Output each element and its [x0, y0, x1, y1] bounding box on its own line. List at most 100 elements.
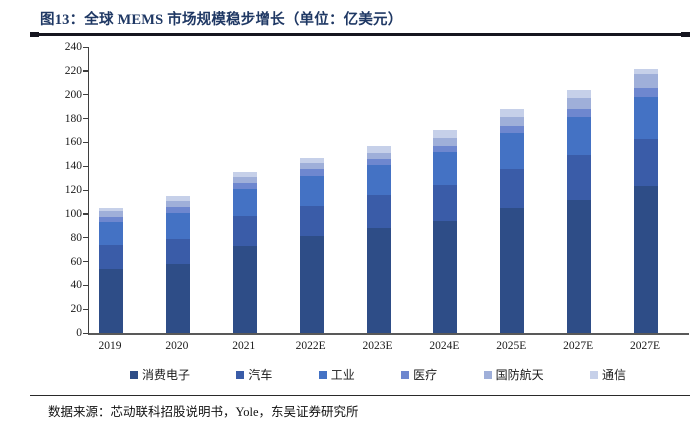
bar-column — [165, 196, 190, 333]
legend-item: 消费电子 — [130, 366, 190, 383]
x-axis-label: 2023E — [362, 340, 393, 352]
bar-segment — [500, 132, 525, 169]
x-axis-label: 2024E — [429, 340, 460, 352]
bar-segment — [165, 263, 190, 333]
legend-item: 医疗 — [401, 366, 437, 383]
bar-segment — [232, 176, 257, 183]
bar-segment — [567, 117, 592, 156]
bar-segment — [634, 186, 658, 333]
legend-swatch-icon — [483, 370, 492, 379]
bar-column — [366, 145, 391, 333]
legend-label: 国防航天 — [495, 368, 544, 382]
bar-segment — [433, 151, 458, 186]
bar-segment — [500, 207, 525, 333]
y-tick-mark — [83, 94, 88, 96]
bar-segment — [165, 206, 190, 213]
y-tick-mark — [83, 118, 88, 120]
bar-segment — [500, 117, 525, 126]
bar-segment — [500, 168, 525, 208]
y-tick-label: 160 — [64, 136, 82, 149]
bar-segment — [366, 145, 391, 154]
y-tick-mark — [83, 261, 88, 263]
bar-column — [634, 68, 658, 333]
x-axis-label: 2022E — [295, 340, 326, 352]
bar-segment — [433, 145, 458, 152]
bar-segment — [99, 268, 123, 333]
bar-column — [99, 207, 123, 333]
y-tick-label: 20 — [70, 303, 83, 316]
figure-title: 图13：全球 MEMS 市场规模稳步增长（单位：亿美元） — [40, 12, 403, 28]
bar-segment — [366, 159, 391, 165]
y-tick-mark — [83, 332, 88, 334]
plot-area — [88, 47, 689, 335]
y-tick-mark — [83, 213, 88, 215]
bar-segment — [366, 228, 391, 333]
legend-swatch-icon — [401, 370, 410, 379]
y-tick-label: 120 — [64, 184, 82, 196]
y-tick-label: 240 — [64, 41, 82, 53]
x-axis-label: 2020 — [165, 340, 189, 352]
bar-segment — [634, 87, 658, 98]
legend-item: 通信 — [589, 366, 626, 383]
bar-segment — [433, 137, 458, 146]
legend: 消费电子 汽车 工业 医疗 国防航天 通信 — [130, 366, 626, 383]
legend-label: 汽车 — [248, 368, 273, 382]
legend-item: 汽车 — [236, 366, 272, 383]
x-axis-label: 2019 — [98, 340, 122, 352]
bar-segment — [634, 138, 658, 187]
bar-segment — [99, 244, 123, 269]
legend-swatch-icon — [130, 370, 138, 379]
bar-segment — [433, 220, 458, 333]
x-axis-label: 2027E — [563, 340, 594, 352]
title-divider — [30, 32, 690, 37]
y-tick-label: 80 — [70, 231, 83, 244]
bar-segment — [232, 182, 257, 189]
legend-item: 国防航天 — [483, 366, 544, 383]
y-tick-label: 60 — [70, 255, 83, 268]
legend-swatch-icon — [236, 370, 245, 379]
divider-left-cap — [30, 32, 39, 37]
bar-segment — [165, 238, 190, 264]
bar-segment — [366, 153, 391, 160]
bar-segment — [299, 205, 324, 237]
y-tick-label: 200 — [64, 88, 82, 101]
bar-segment — [567, 155, 592, 200]
y-tick-mark — [83, 237, 88, 239]
bar-segment — [500, 109, 525, 118]
y-tick-mark — [83, 141, 88, 144]
legend-label: 医疗 — [413, 368, 438, 382]
bar-segment — [567, 199, 592, 333]
bar-segment — [165, 212, 190, 239]
bar-segment — [299, 168, 324, 176]
bar-segment — [299, 175, 324, 206]
bar-segment — [232, 246, 257, 333]
x-axis-label: 2021 — [232, 340, 256, 352]
y-tick-mark — [83, 165, 88, 167]
bar-segment — [366, 165, 391, 195]
bar-segment — [232, 188, 257, 217]
y-tick-label: 180 — [64, 112, 82, 125]
bar-segment — [567, 89, 592, 99]
bar-segment — [232, 216, 257, 247]
bar-segment — [634, 68, 658, 75]
bar-segment — [165, 200, 190, 207]
y-tick-label: 100 — [64, 207, 82, 220]
bar-segment — [567, 98, 592, 110]
bar-segment — [232, 172, 257, 177]
bar-segment — [165, 196, 190, 201]
source-divider — [30, 395, 690, 397]
bar-segment — [567, 109, 592, 118]
bar-column — [299, 157, 324, 333]
y-tick-label: 40 — [70, 279, 83, 292]
legend-label: 工业 — [330, 368, 355, 382]
bar-segment — [99, 207, 123, 212]
bar-segment — [433, 185, 458, 221]
y-tick-mark — [83, 46, 88, 48]
bar-column — [500, 109, 525, 333]
y-tick-mark — [83, 189, 88, 191]
bar-segment — [299, 162, 324, 169]
y-tick-label: 0 — [76, 327, 82, 339]
bar-segment — [366, 194, 391, 229]
y-tick-mark — [83, 284, 88, 287]
